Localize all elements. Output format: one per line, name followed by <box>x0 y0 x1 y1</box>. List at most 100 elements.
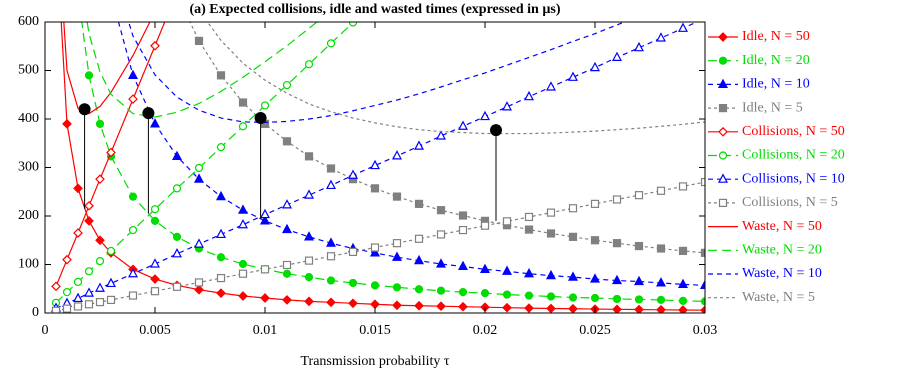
marker <box>718 103 728 113</box>
marker <box>216 288 226 298</box>
legend-label: Collisions, N = 5 <box>742 195 838 210</box>
legend-label: Collisions, N = 20 <box>742 148 845 163</box>
marker <box>172 150 182 160</box>
marker <box>326 276 336 285</box>
marker <box>84 300 94 309</box>
marker <box>348 247 358 256</box>
marker <box>95 257 105 266</box>
marker <box>568 204 578 213</box>
x-tick-label: 0.015 <box>359 323 391 338</box>
marker <box>282 137 292 146</box>
marker <box>656 295 666 305</box>
legend-label: Waste, N = 50 <box>742 219 822 234</box>
legend-label: Collisions, N = 10 <box>742 171 845 186</box>
marker <box>457 120 469 130</box>
marker <box>634 304 644 313</box>
marker <box>392 283 402 292</box>
marker <box>282 199 292 209</box>
marker <box>436 230 446 239</box>
marker <box>73 302 83 311</box>
marker <box>150 287 160 296</box>
marker <box>458 211 468 220</box>
marker <box>238 98 248 107</box>
marker <box>546 303 556 313</box>
marker <box>678 305 688 313</box>
marker <box>238 204 248 214</box>
marker <box>414 300 424 311</box>
marker <box>216 228 226 239</box>
y-tick-label: 100 <box>18 257 39 272</box>
marker <box>590 199 600 208</box>
marker <box>194 163 204 173</box>
marker <box>282 260 292 270</box>
marker <box>238 291 248 301</box>
marker <box>414 199 424 208</box>
marker <box>326 237 336 247</box>
marker <box>150 40 160 51</box>
marker <box>612 51 622 62</box>
marker <box>326 252 336 261</box>
marker <box>150 205 160 214</box>
marker <box>194 173 204 183</box>
marker <box>678 296 688 305</box>
marker <box>718 56 728 65</box>
marker <box>326 297 336 308</box>
marker <box>106 295 116 305</box>
marker <box>568 293 578 302</box>
marker <box>62 254 72 265</box>
marker <box>656 186 666 195</box>
marker <box>348 298 358 309</box>
series-line <box>128 22 626 123</box>
marker <box>524 90 534 101</box>
y-tick-label: 200 <box>18 208 39 223</box>
marker <box>458 301 468 312</box>
marker <box>634 191 644 200</box>
marker <box>634 275 644 286</box>
marker <box>678 182 688 191</box>
marker <box>436 206 446 215</box>
series-line <box>189 22 705 254</box>
marker <box>634 295 644 304</box>
marker <box>392 251 402 261</box>
marker <box>568 303 578 313</box>
marker <box>546 81 556 91</box>
marker <box>172 232 182 241</box>
marker <box>546 269 556 280</box>
marker <box>304 273 314 282</box>
marker <box>260 265 270 274</box>
marker <box>656 244 666 253</box>
marker <box>326 164 336 173</box>
y-tick-label: 600 <box>18 14 39 29</box>
marker <box>194 278 204 287</box>
marker <box>414 254 424 265</box>
marker <box>194 238 204 248</box>
marker <box>216 253 226 262</box>
marker <box>128 69 138 79</box>
marker <box>656 277 666 287</box>
marker <box>282 295 292 305</box>
marker <box>392 300 402 311</box>
optimum-point <box>78 103 91 116</box>
marker <box>392 192 402 201</box>
marker <box>238 259 248 269</box>
marker <box>392 150 402 160</box>
x-tick-label: 0.03 <box>693 323 718 338</box>
x-tick-label: 0 <box>42 323 49 338</box>
marker <box>524 291 534 300</box>
marker <box>194 284 204 295</box>
marker <box>524 212 534 222</box>
marker <box>128 267 138 278</box>
marker <box>458 225 468 235</box>
marker <box>612 304 622 313</box>
marker <box>282 80 292 90</box>
y-tick-label: 500 <box>18 63 39 78</box>
x-axis-label: Transmission probability τ <box>300 354 449 369</box>
marker <box>95 297 105 307</box>
marker <box>634 241 644 251</box>
marker <box>370 159 380 170</box>
series-line <box>81 22 705 302</box>
marker <box>436 286 446 295</box>
marker <box>436 258 446 268</box>
marker <box>73 228 83 238</box>
marker <box>216 273 226 283</box>
